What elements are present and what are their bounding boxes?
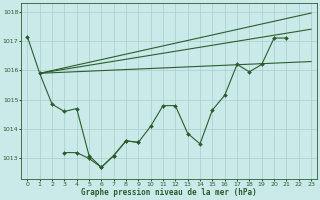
X-axis label: Graphe pression niveau de la mer (hPa): Graphe pression niveau de la mer (hPa) bbox=[81, 188, 257, 197]
